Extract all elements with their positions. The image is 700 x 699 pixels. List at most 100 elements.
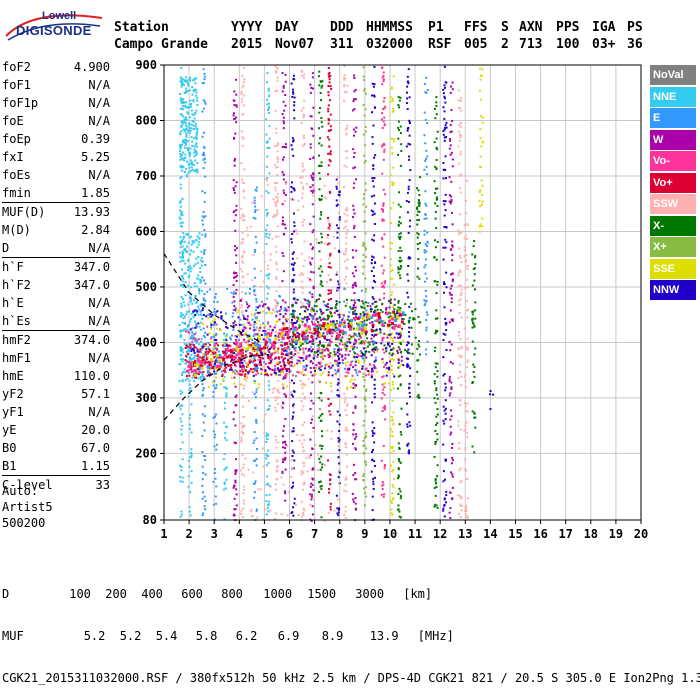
echo-point bbox=[274, 407, 276, 409]
echo-point bbox=[319, 218, 321, 220]
echo-point bbox=[457, 494, 459, 496]
echo-point bbox=[362, 440, 364, 442]
echo-point bbox=[285, 194, 287, 196]
echo-point bbox=[241, 86, 243, 88]
echo-point bbox=[322, 354, 324, 356]
echo-point bbox=[313, 287, 315, 289]
echo-point bbox=[391, 147, 393, 149]
echo-point bbox=[424, 264, 426, 266]
echo-point bbox=[190, 456, 192, 458]
echo-point bbox=[292, 267, 294, 269]
echo-point bbox=[426, 311, 428, 313]
echo-point bbox=[292, 279, 294, 281]
echo-point bbox=[274, 365, 276, 367]
echo-point bbox=[321, 165, 323, 167]
echo-point bbox=[418, 219, 420, 221]
echo-point bbox=[480, 115, 482, 117]
echo-point bbox=[233, 383, 235, 385]
echo-point bbox=[362, 479, 364, 481]
echo-point bbox=[288, 348, 290, 350]
echo-point bbox=[255, 319, 257, 321]
echo-point bbox=[424, 112, 426, 114]
echo-point bbox=[291, 181, 293, 183]
echo-point bbox=[189, 380, 191, 382]
echo-point bbox=[457, 425, 459, 427]
echo-point bbox=[286, 445, 288, 447]
echo-point bbox=[392, 108, 394, 110]
echo-point bbox=[400, 250, 402, 252]
echo-point bbox=[344, 357, 346, 359]
echo-point bbox=[330, 125, 332, 127]
echo-point bbox=[182, 166, 184, 168]
echo-point bbox=[275, 71, 277, 73]
echo-point bbox=[437, 241, 439, 243]
echo-point bbox=[181, 84, 183, 86]
echo-point bbox=[449, 419, 451, 421]
echo-point bbox=[373, 432, 375, 434]
echo-point bbox=[265, 500, 267, 502]
echo-point bbox=[354, 213, 356, 215]
echo-point bbox=[213, 504, 215, 506]
echo-point bbox=[364, 492, 366, 494]
echo-point bbox=[332, 354, 334, 356]
echo-point bbox=[308, 455, 310, 457]
echo-point bbox=[449, 292, 451, 294]
echo-point bbox=[312, 505, 314, 507]
echo-point bbox=[300, 182, 302, 184]
echo-point bbox=[450, 471, 452, 473]
echo-point bbox=[290, 459, 292, 461]
echo-point bbox=[242, 262, 244, 264]
echo-point bbox=[390, 174, 392, 176]
echo-point bbox=[384, 382, 386, 384]
echo-point bbox=[437, 363, 439, 365]
echo-point bbox=[301, 516, 303, 518]
echo-point bbox=[381, 112, 383, 114]
echo-point bbox=[257, 386, 259, 388]
echo-point bbox=[472, 410, 474, 412]
echo-point bbox=[372, 83, 374, 85]
echo-point bbox=[416, 371, 418, 373]
echo-point bbox=[426, 217, 428, 219]
echo-point bbox=[192, 316, 194, 318]
echo-point bbox=[196, 351, 198, 353]
echo-point bbox=[249, 288, 251, 290]
echo-point bbox=[367, 341, 369, 343]
echo-point bbox=[452, 246, 454, 248]
echo-point bbox=[479, 68, 481, 70]
echo-point bbox=[397, 388, 399, 390]
echo-point bbox=[364, 313, 366, 315]
echo-point bbox=[399, 238, 401, 240]
echo-point bbox=[265, 441, 267, 443]
echo-point bbox=[277, 158, 279, 160]
echo-point bbox=[294, 353, 296, 355]
echo-point bbox=[220, 311, 222, 313]
echo-point bbox=[400, 150, 402, 152]
echo-point bbox=[312, 88, 314, 90]
echo-point bbox=[333, 510, 335, 512]
echo-point bbox=[337, 384, 339, 386]
echo-point bbox=[291, 512, 293, 514]
echo-point bbox=[436, 205, 438, 207]
echo-point bbox=[243, 67, 245, 69]
echo-point bbox=[336, 507, 338, 509]
echo-point bbox=[182, 222, 184, 224]
echo-point bbox=[294, 189, 296, 191]
echo-point bbox=[282, 446, 284, 448]
echo-point bbox=[230, 338, 232, 340]
echo-point bbox=[466, 238, 468, 240]
echo-point bbox=[354, 364, 356, 366]
echo-point bbox=[290, 391, 292, 393]
echo-point bbox=[278, 369, 280, 371]
echo-point bbox=[264, 508, 266, 510]
echo-point bbox=[321, 445, 323, 447]
echo-point bbox=[213, 430, 215, 432]
echo-point bbox=[257, 359, 259, 361]
echo-point bbox=[392, 184, 394, 186]
echo-point bbox=[464, 341, 466, 343]
echo-point bbox=[302, 145, 304, 147]
echo-point bbox=[224, 361, 226, 363]
echo-point bbox=[257, 367, 259, 369]
echo-point bbox=[427, 241, 429, 243]
echo-point bbox=[204, 192, 206, 194]
